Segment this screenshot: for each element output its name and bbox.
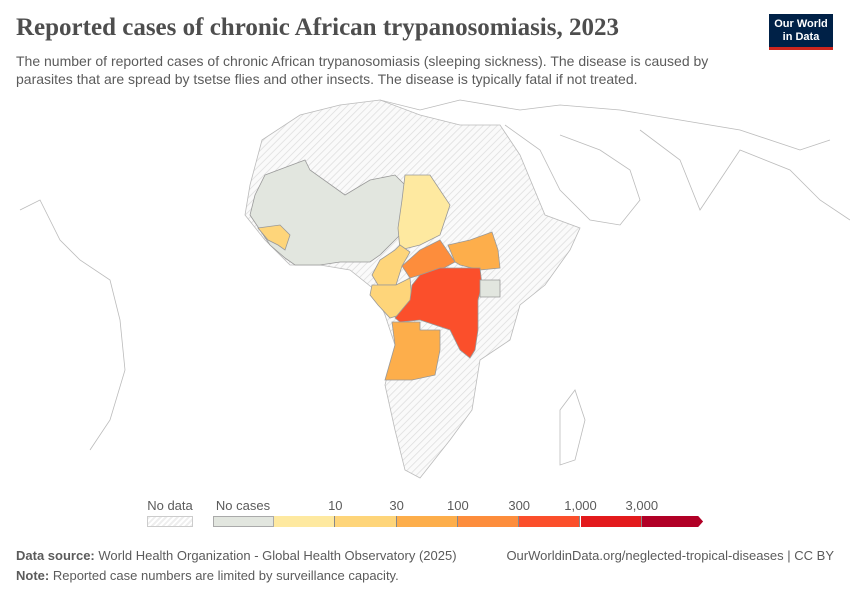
- logo-line-1: Our World: [774, 18, 828, 30]
- legend-tick-label: 10: [328, 498, 343, 513]
- asia-outline: [639, 129, 850, 221]
- color-legend: No data No cases 10 30 100 300 1,000 3,000: [0, 490, 850, 535]
- madagascar-outline: [559, 389, 586, 466]
- arabia-outline: [504, 124, 641, 226]
- logo-line-2: in Data: [782, 31, 820, 43]
- eurasia-outline: [379, 99, 831, 151]
- legend-tick-label: 300: [508, 498, 531, 513]
- world-outlines: [19, 99, 850, 466]
- note-label: Note:: [16, 568, 50, 583]
- region-chad[interactable]: [397, 174, 451, 251]
- legend-bin-swatch: [580, 516, 642, 527]
- legend-bin-swatch: [641, 516, 704, 527]
- region-guinea[interactable]: [257, 224, 291, 251]
- legend-tick-label: 100: [447, 498, 469, 513]
- region-dr-congo[interactable]: [394, 267, 483, 359]
- legend-no-data-swatch: [147, 516, 193, 527]
- owid-logo[interactable]: Our World in Data: [769, 14, 833, 50]
- region-angola[interactable]: [384, 321, 441, 381]
- region-south-sudan[interactable]: [447, 231, 501, 271]
- legend-bin-swatch: [519, 516, 581, 527]
- note-text: Reported case numbers are limited by sur…: [52, 568, 399, 583]
- footer: Data source: World Health Organization -…: [16, 548, 834, 583]
- url-link[interactable]: OurWorldinData.org/neglected-tropical-di…: [506, 548, 834, 563]
- legend-tick-label: 1,000: [564, 498, 597, 513]
- source-label: Data source:: [16, 548, 95, 563]
- legend-bin-swatch: [335, 516, 397, 527]
- region-uganda[interactable]: [479, 279, 501, 298]
- legend-bin-swatch: [274, 516, 336, 527]
- chart-subtitle: The number of reported cases of chronic …: [16, 53, 709, 87]
- legend-bin-swatch: [396, 516, 458, 527]
- source-text[interactable]: World Health Organization - Global Healt…: [98, 548, 457, 563]
- chart-title: Reported cases of chronic African trypan…: [16, 14, 619, 41]
- legend-bin-swatch: [457, 516, 520, 527]
- legend-no-cases-swatch: [213, 516, 274, 527]
- africa-map: [19, 99, 850, 479]
- legend-no-cases-label: No cases: [215, 498, 271, 513]
- americas-outline: [19, 199, 126, 451]
- legend-no-data-label: No data: [147, 498, 193, 513]
- legend-tick-label: 3,000: [625, 498, 659, 513]
- legend-tick-label: 30: [389, 498, 404, 513]
